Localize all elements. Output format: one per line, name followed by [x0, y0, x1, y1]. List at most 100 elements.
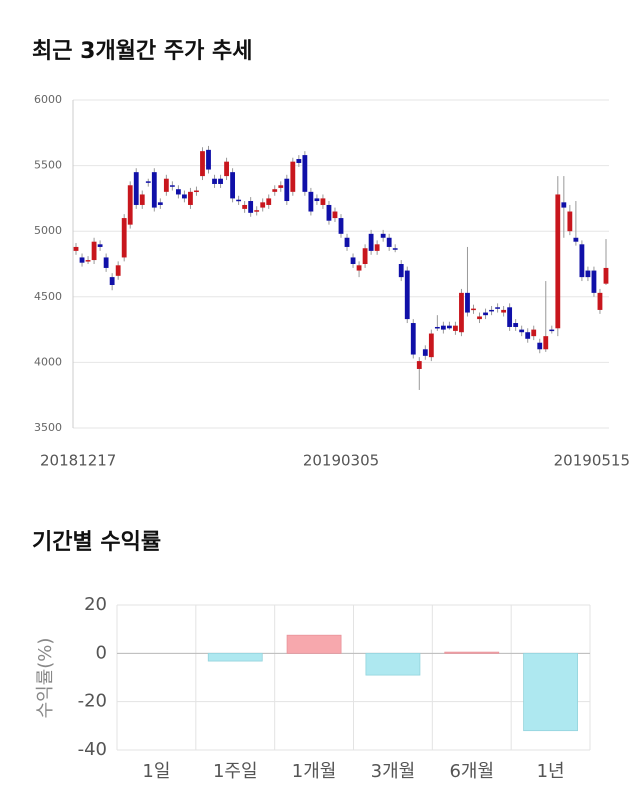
candle-body	[248, 201, 254, 213]
candle-body	[206, 149, 211, 170]
candle-body	[182, 194, 187, 199]
candle-body	[169, 185, 175, 187]
y-tick-label: 4500	[34, 290, 62, 303]
y-tick-label: -40	[78, 739, 107, 760]
candle-body	[416, 361, 422, 369]
candle-body	[453, 325, 458, 331]
candle-body	[465, 292, 470, 313]
y-tick-label: 5000	[34, 224, 62, 237]
candle-body	[103, 257, 109, 268]
candle-body	[260, 202, 266, 208]
candle-body	[380, 233, 386, 238]
y-tick-label: -20	[78, 691, 107, 712]
candle-body	[350, 257, 356, 264]
candle-body	[290, 161, 296, 192]
candle-body	[374, 244, 380, 251]
candle-body	[284, 178, 290, 202]
candle-body	[434, 326, 440, 329]
candle-body	[477, 316, 482, 320]
candle-body	[404, 270, 410, 320]
candle-body	[483, 312, 488, 316]
candle-body	[446, 325, 452, 329]
candle-body	[362, 248, 368, 264]
candle-body	[561, 202, 567, 208]
chart-title: 최근 3개월간 주가 추세	[32, 39, 252, 64]
candle-body	[368, 233, 374, 251]
candle-body	[266, 198, 272, 205]
x-tick-label: 20190305	[303, 452, 379, 470]
x-tick-label: 1개월	[292, 761, 337, 782]
candle-body	[236, 199, 242, 202]
candle-body	[212, 178, 217, 184]
candle-body	[531, 329, 537, 337]
candle-body	[567, 211, 573, 232]
y-tick-label: 0	[96, 642, 107, 663]
candle-body	[459, 292, 464, 333]
candle-body	[194, 190, 199, 193]
x-tick-label: 20190515	[554, 452, 630, 470]
candle-body	[145, 181, 151, 183]
x-tick-label: 3개월	[371, 761, 416, 782]
x-tick-label: 20181217	[40, 452, 116, 470]
candle-body	[254, 210, 260, 212]
candle-body	[188, 191, 193, 205]
candle-body	[272, 189, 278, 192]
candle-body	[200, 151, 205, 177]
candle-body	[422, 349, 428, 356]
y-axis-label: 수익률(%)	[35, 638, 56, 719]
candle-body	[585, 270, 591, 278]
chart-title: 기간별 수익률	[32, 530, 161, 555]
candle-body	[549, 329, 555, 332]
candle-body	[471, 308, 476, 311]
candle-body	[218, 178, 223, 184]
candle-body	[224, 161, 229, 177]
bar	[286, 634, 342, 654]
candle-body	[175, 189, 181, 195]
candle-body	[97, 244, 103, 247]
candle-body	[320, 198, 326, 205]
candle-body	[410, 323, 416, 355]
candle-body	[230, 172, 236, 199]
candle-body	[314, 198, 320, 202]
candle-body	[338, 218, 344, 234]
x-tick-label: 1년	[537, 761, 565, 782]
candle-body	[591, 270, 597, 293]
candle-body	[489, 309, 494, 312]
candle-body	[79, 257, 85, 263]
x-tick-label: 1주일	[213, 761, 258, 782]
candle-body	[73, 246, 79, 251]
candle-body	[573, 237, 579, 242]
candle-body	[127, 185, 133, 225]
candle-body	[139, 194, 145, 205]
bar	[444, 651, 500, 654]
candle-body	[344, 237, 350, 247]
candle-body	[495, 307, 500, 309]
candle-body	[507, 307, 513, 327]
candle-body	[109, 277, 115, 285]
bar	[207, 652, 263, 662]
bar	[365, 652, 421, 676]
candle-body	[392, 248, 398, 250]
candle-body	[308, 191, 314, 212]
candle-body	[519, 329, 525, 333]
candle-body	[525, 332, 531, 339]
candle-body	[242, 204, 248, 209]
candle-body	[501, 309, 507, 313]
candle-body	[91, 241, 97, 261]
candle-body	[121, 218, 127, 258]
candle-body	[296, 159, 302, 163]
y-tick-label: 20	[84, 594, 107, 615]
candle-body	[332, 211, 338, 219]
candle-body	[555, 194, 561, 329]
x-tick-label: 6개월	[449, 761, 494, 782]
candle-body	[326, 204, 332, 221]
y-tick-label: 3500	[34, 421, 62, 434]
candle-body	[157, 202, 163, 205]
bar	[523, 652, 578, 732]
candle-body	[386, 237, 392, 247]
candle-body	[398, 264, 404, 278]
candle-body	[513, 323, 519, 327]
x-tick-label: 1일	[142, 761, 170, 782]
candle-body	[302, 155, 308, 192]
